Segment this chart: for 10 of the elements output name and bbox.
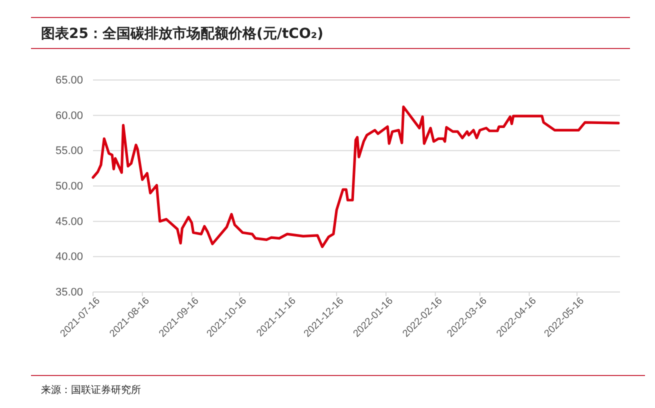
y-tick-label: 60.00 [55, 110, 83, 122]
y-tick-label: 55.00 [55, 145, 83, 158]
chart-title: 图表25：全国碳排放市场配额价格(元/tCO₂) [41, 25, 324, 42]
y-tick-label: 50.00 [55, 180, 83, 193]
y-tick-label: 45.00 [55, 216, 83, 228]
y-tick-label: 35.00 [55, 286, 83, 299]
source-note: 来源：国联证券研究所 [41, 384, 141, 396]
y-tick-label: 65.00 [55, 74, 83, 87]
line-series [92, 106, 620, 248]
y-tick-label: 40.00 [55, 251, 83, 264]
